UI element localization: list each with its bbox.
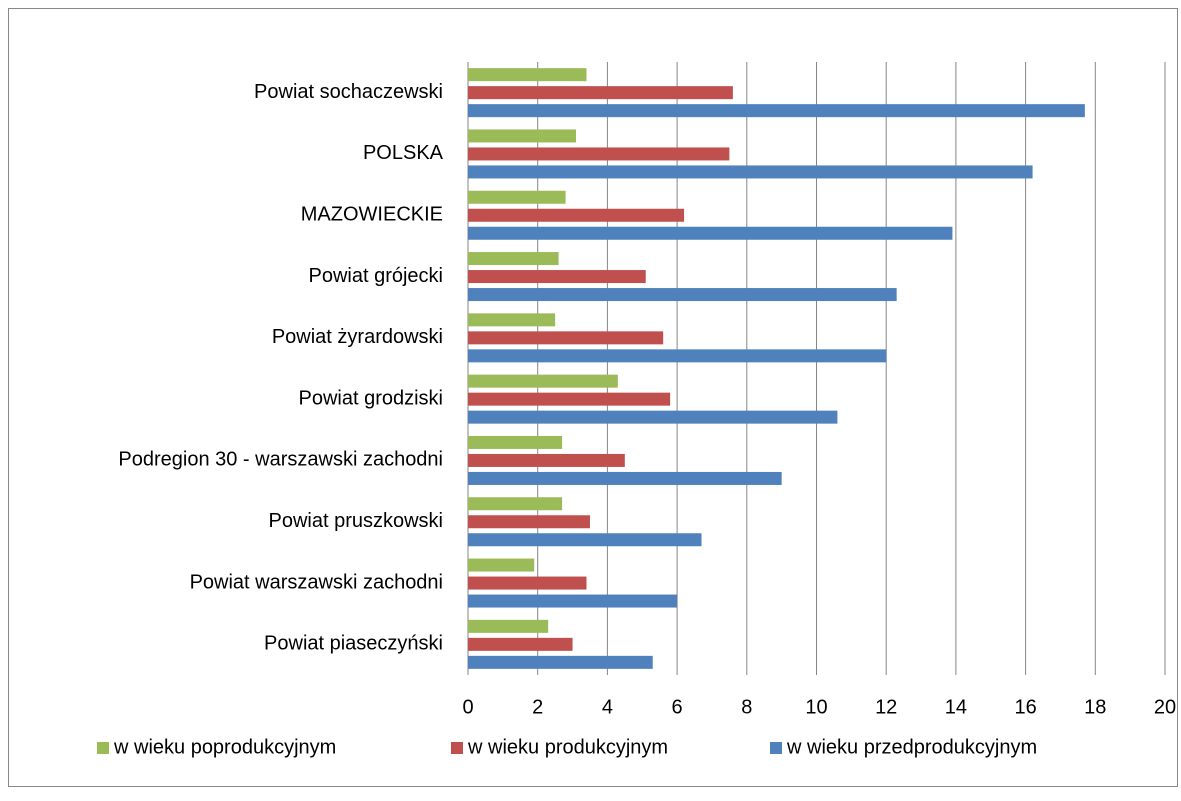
- legend-label: w wieku produkcyjnym: [467, 736, 668, 758]
- bar: [468, 147, 730, 161]
- bar: [468, 497, 563, 511]
- bar: [468, 619, 549, 633]
- bar: [468, 68, 587, 82]
- y-tick-label: Powiat sochaczewski: [254, 81, 443, 103]
- y-tick-label: Powiat żyrardowski: [272, 326, 443, 348]
- bar: [468, 471, 782, 485]
- legend-swatch: [770, 742, 782, 754]
- legend-label: w wieku poprodukcyjnym: [113, 736, 336, 758]
- bar: [468, 392, 671, 406]
- bar: [468, 558, 535, 572]
- x-tick-label: 12: [875, 696, 897, 718]
- bar: [468, 86, 733, 100]
- bar: [468, 349, 887, 363]
- bar: [468, 435, 563, 449]
- y-tick-label: Powiat warszawski zachodni: [190, 571, 443, 593]
- y-tick-label: POLSKA: [363, 142, 444, 164]
- bar: [468, 331, 664, 345]
- x-tick-label: 16: [1014, 696, 1036, 718]
- bar: [468, 288, 897, 302]
- bar: [468, 104, 1085, 118]
- bar: [468, 576, 587, 590]
- bar: [468, 313, 556, 327]
- legend-label: w wieku przedprodukcyjnym: [786, 736, 1037, 758]
- x-tick-label: 8: [741, 696, 752, 718]
- bar: [468, 190, 566, 204]
- x-tick-label: 0: [462, 696, 473, 718]
- y-tick-label: Powiat grójecki: [308, 265, 443, 287]
- x-tick-label: 6: [672, 696, 683, 718]
- x-tick-label: 18: [1084, 696, 1106, 718]
- y-tick-label: MAZOWIECKIE: [301, 204, 443, 226]
- bar: [468, 270, 646, 284]
- bar: [468, 655, 653, 669]
- bar: [468, 252, 559, 266]
- bar: [468, 637, 573, 651]
- bar: [468, 410, 838, 424]
- x-tick-label: 10: [805, 696, 827, 718]
- legend-swatch: [97, 742, 109, 754]
- legend-swatch: [451, 742, 463, 754]
- bar: [468, 453, 625, 467]
- x-tick-label: 2: [532, 696, 543, 718]
- bar: [468, 533, 702, 547]
- y-tick-label: Powiat piaseczyński: [264, 633, 443, 655]
- bar: [468, 226, 953, 240]
- x-tick-label: 4: [602, 696, 613, 718]
- bar: [468, 374, 618, 388]
- bar: [468, 594, 678, 608]
- x-tick-label: 20: [1154, 696, 1176, 718]
- bar: [468, 208, 685, 222]
- x-tick-label: 14: [945, 696, 967, 718]
- y-tick-label: Powiat pruszkowski: [268, 510, 443, 532]
- bar: [468, 515, 590, 529]
- y-tick-label: Podregion 30 - warszawski zachodni: [118, 449, 443, 471]
- y-tick-label: Powiat grodziski: [298, 387, 443, 409]
- bar: [468, 165, 1033, 179]
- bar: [468, 129, 577, 143]
